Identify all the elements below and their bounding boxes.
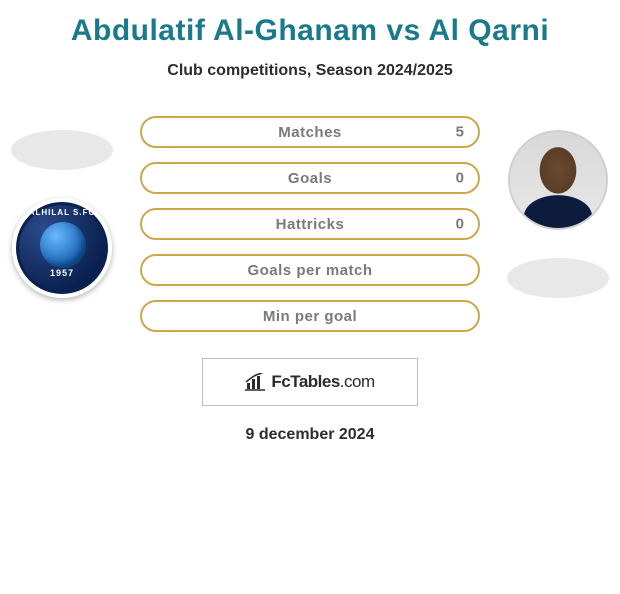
logo-brand-bold: FcTables [271,372,339,391]
club-badge-name: ALHILAL S.FC [29,208,96,217]
stat-label: Goals per match [247,262,372,279]
left-player-column: ALHILAL S.FC 1957 [6,130,118,298]
stat-row-min-per-goal: Min per goal [140,300,480,332]
left-player-avatar-placeholder [11,130,113,170]
stat-label: Matches [278,124,342,141]
club-badge-year: 1957 [50,268,74,278]
stat-label: Hattricks [276,216,345,233]
stat-label: Min per goal [263,308,357,325]
source-logo-text: FcTables.com [271,372,374,392]
stat-label: Goals [288,170,332,187]
snapshot-date: 9 december 2024 [0,426,620,444]
right-player-column [502,130,614,298]
comparison-subtitle: Club competitions, Season 2024/2025 [0,62,620,80]
comparison-title: Abdulatif Al-Ghanam vs Al Qarni [0,14,620,48]
stat-value: 5 [456,124,464,141]
bar-chart-icon [245,373,267,391]
source-logo: FcTables.com [202,358,418,406]
stat-value: 0 [456,170,464,187]
stat-value: 0 [456,216,464,233]
stat-row-goals: Goals 0 [140,162,480,194]
logo-brand-light: .com [340,372,375,391]
left-club-badge: ALHILAL S.FC 1957 [12,198,112,298]
stat-row-matches: Matches 5 [140,116,480,148]
stat-row-hattricks: Hattricks 0 [140,208,480,240]
right-player-avatar [508,130,608,230]
stat-row-goals-per-match: Goals per match [140,254,480,286]
right-club-badge-placeholder [507,258,609,298]
